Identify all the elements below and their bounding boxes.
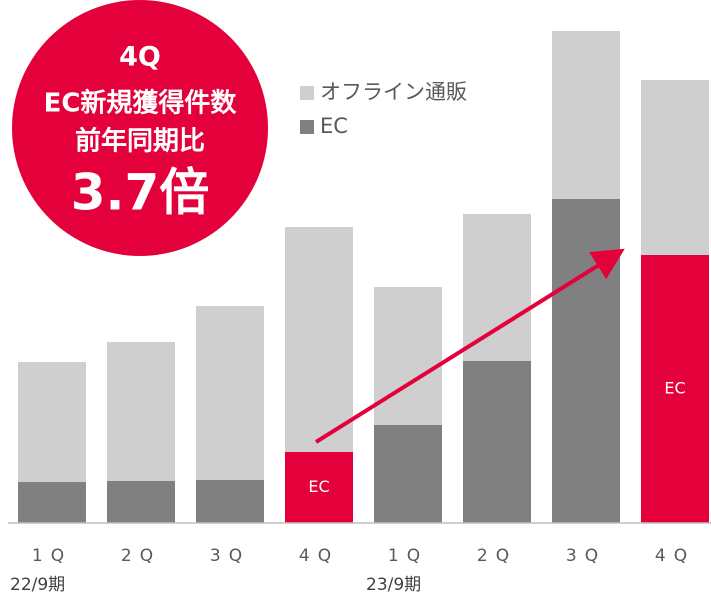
x-tick-label: 2Q — [121, 546, 161, 566]
badge-text: 4Q — [119, 42, 161, 73]
bar-segment — [196, 480, 264, 523]
legend-swatch — [300, 86, 314, 100]
bar-segment — [552, 199, 620, 523]
x-tick-label: 3Q — [566, 546, 606, 566]
bar-segment — [552, 31, 620, 199]
badge-circle — [12, 0, 268, 256]
bar-segment — [641, 80, 709, 255]
legend-label: EC — [320, 114, 348, 138]
bar-segment — [196, 306, 264, 480]
bar-segment — [374, 287, 442, 425]
x-tick-label: 3Q — [210, 546, 250, 566]
bar-label: EC — [664, 379, 685, 398]
x-tick-label: 1Q — [32, 546, 72, 566]
bar-label: EC — [308, 477, 329, 496]
bar-segment — [374, 425, 442, 523]
legend: オフライン通販 EC — [300, 80, 467, 138]
bar-segment — [285, 227, 353, 452]
bar-segment — [463, 361, 531, 523]
bar-segment — [285, 452, 353, 523]
x-tick-label: 4Q — [655, 546, 695, 566]
x-tick-label: 2Q — [477, 546, 517, 566]
bar-segment — [107, 481, 175, 523]
legend-label: オフライン通販 — [320, 80, 467, 104]
group-label: 23/9期 — [366, 575, 421, 595]
bar-segment — [641, 255, 709, 523]
bar-segment — [18, 362, 86, 482]
badge-text: 3.7倍 — [71, 164, 210, 222]
plot-area: EC EC — [18, 31, 709, 523]
trend-arrow — [314, 248, 625, 444]
x-tick-label: 1Q — [388, 546, 428, 566]
x-tick-label: 4Q — [299, 546, 339, 566]
badge-text: 前年同期比 — [75, 126, 205, 157]
bar-segment — [107, 342, 175, 481]
legend-swatch — [300, 120, 314, 134]
group-label: 22/9期 — [10, 575, 65, 595]
badge-text: EC新規獲得件数 — [44, 88, 238, 119]
bar-segment — [463, 214, 531, 361]
bar-segment — [18, 482, 86, 523]
